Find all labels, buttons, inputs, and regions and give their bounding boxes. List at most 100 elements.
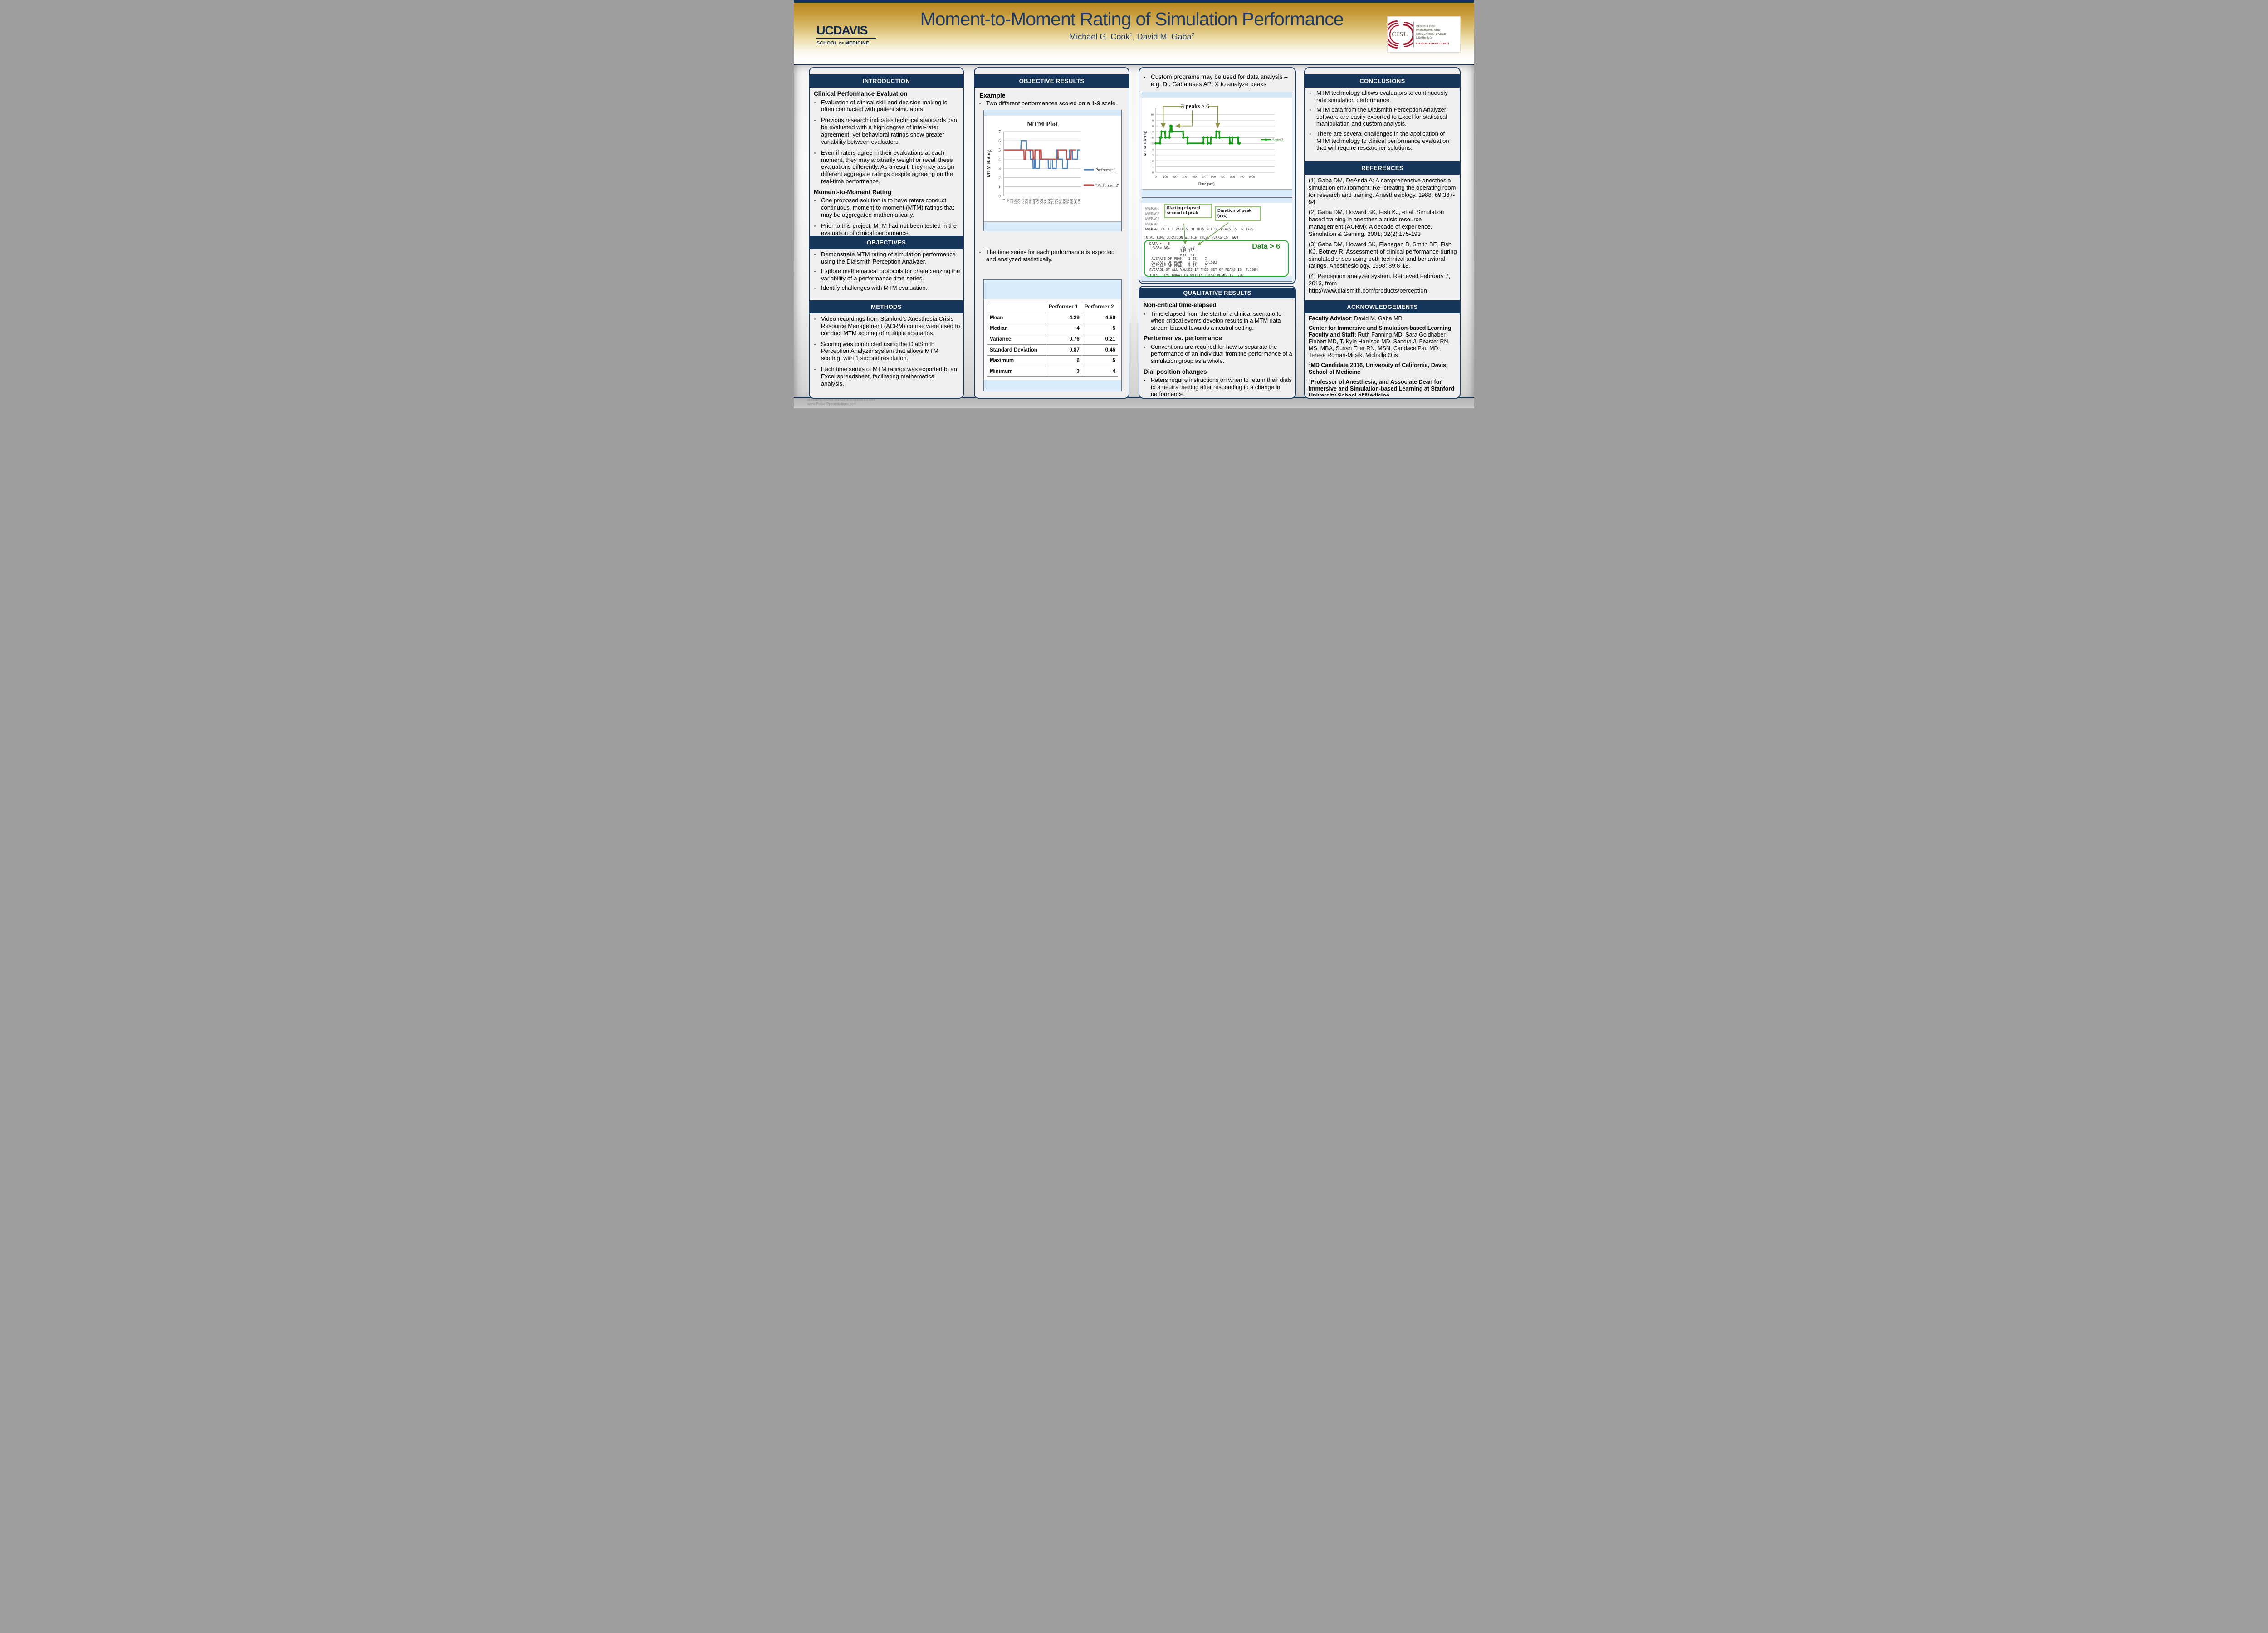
bullet-item: ▪ Each time series of MTM ratings was exp… [813, 366, 960, 387]
svg-text:Time (sec): Time (sec) [1198, 181, 1215, 186]
cisl-text: CENTER FOR IMMERSIVE AND SIMULATION-BASE… [1416, 24, 1460, 45]
bullet-text: Time elapsed from the start of a clinica… [1151, 310, 1282, 331]
references-body: (1) Gaba DM, DeAnda A: A comprehensive a… [1309, 177, 1457, 300]
svg-text:1: 1 [998, 185, 1001, 190]
ack-bold-lead: Faculty Advisor [1309, 315, 1351, 322]
poster-root: UCDAVIS SCHOOL OF MEDICINE Moment-to-Mom… [794, 0, 1474, 408]
bullet-item: ▪ The time series for each performance is… [978, 249, 1126, 263]
bullet-text: Prior to this project, MTM had not been … [821, 222, 957, 235]
bullet-square-icon: ▪ [814, 367, 816, 372]
author-1: Michael G. Cook [1069, 32, 1130, 42]
bullet-square-icon: ▪ [814, 269, 816, 274]
bullet-item: ▪ Previous research indicates technical s… [813, 117, 960, 145]
objectives-bullets: ▪ Demonstrate MTM rating of simulation pe… [813, 251, 960, 292]
affiliation-sup: 2 [1309, 378, 1311, 383]
bullet-item: ▪ Video recordings from Stanford's Anesth… [813, 315, 960, 337]
image-strip-bottom [1142, 190, 1292, 196]
svg-text:600: 600 [1211, 175, 1216, 179]
svg-text:0: 0 [998, 195, 1001, 199]
table-value-cell: 0.76 [1046, 333, 1082, 345]
table-value-cell: 0.21 [1081, 333, 1119, 345]
table-value-cell: 0.87 [1046, 344, 1082, 356]
table-row: Mean 4.29 4.69 [987, 312, 1119, 324]
aplx-obscured-line: AVERAGE [1145, 206, 1159, 210]
svg-text:606: 606 [1043, 199, 1047, 204]
aplx-average-line: AVERAGE OF ALL VALUES IN THIS SET OF PEA… [1145, 227, 1254, 231]
image-strip-top [1142, 92, 1292, 98]
bullet-square-icon: ▪ [1310, 91, 1311, 95]
cisl-center-name: CENTER FOR IMMERSIVE AND SIMULATION-BASE… [1416, 24, 1447, 40]
cisl-logo: CISL CENTER FOR IMMERSIVE AND SIMULATION… [1387, 16, 1461, 53]
svg-text:700: 700 [1221, 175, 1226, 179]
column-introduction-panel: INTRODUCTION Clinical Performance Evalua… [809, 67, 964, 399]
bullet-item: ▪ Even if raters agree in their evaluatio… [813, 149, 960, 185]
export-bullet-text: The time series for each performance is … [986, 249, 1115, 263]
svg-text:400: 400 [1192, 175, 1197, 179]
author-1-affiliation-sup: 1 [1129, 32, 1133, 38]
objectives-title: OBJECTIVES [866, 239, 906, 246]
stats-table-white-area: Performer 1 Performer 2 Mean 4.29 4.69 Median… [984, 299, 1121, 380]
callout-duration: Duration of peak (sec) [1215, 206, 1261, 221]
peaks-chart-white-area: 0 1 2 3 4 5 6 7 8 9 10 0 100 200 300 400 500 600 700 800 900… [1142, 98, 1292, 190]
conclusions-header-bar: CONCLUSIONS [1305, 74, 1460, 88]
bullet-text: Raters require instructions on when to r… [1151, 376, 1292, 396]
aplx-green-box-line: 145 139 [1149, 249, 1195, 254]
objectives-header-bar: OBJECTIVES [810, 236, 963, 249]
aplx-output-image-box: AVERAGE AVERAGE AVERAGE AVERAGE AVERAGE OF … [1142, 197, 1292, 282]
svg-text:1046: 1046 [1073, 199, 1077, 206]
qualitative-results-header-bar: QUALITATIVE RESULTS [1139, 288, 1295, 298]
svg-text:6: 6 [998, 139, 1001, 144]
aplx-obscured-line: AVERAGE [1145, 211, 1159, 216]
svg-text:1101: 1101 [1077, 199, 1081, 206]
aplx-green-box-line: AVERAGE OF ALL VALUES IN THIS SET OF PEA… [1149, 268, 1258, 272]
example-heading: Example [979, 92, 1006, 99]
ucdavis-rule [816, 38, 876, 39]
svg-text:9: 9 [1152, 119, 1154, 122]
svg-text:166: 166 [1013, 199, 1017, 204]
bullet-text: Even if raters agree in their evaluation… [821, 149, 954, 185]
conclusions-title: CONCLUSIONS [1359, 78, 1405, 84]
data-greater-6-label: Data > 6 [1252, 243, 1280, 250]
intro-heading-clinical: Clinical Performance Evaluation [814, 90, 908, 97]
authors: Michael G. Cook1, David M. Gaba2 [882, 32, 1381, 42]
svg-text:200: 200 [1173, 175, 1178, 179]
bullet-text: Scoring was conducted using the DialSmit… [821, 340, 938, 362]
ack-bold-lead: Professor of Anesthesia, and Associate D… [1309, 379, 1454, 396]
svg-text:221: 221 [1017, 199, 1021, 204]
qualitative-subheading: Non-critical time-elapsed [1144, 302, 1217, 308]
methods-body: ▪ Video recordings from Stanford's Anesth… [813, 314, 960, 396]
acknowledgement-paragraph: Center for Immersive and Simulation-base… [1309, 325, 1457, 359]
bullet-square-icon: ▪ [814, 150, 816, 155]
image-strip-top [984, 280, 1121, 299]
svg-text:MTM Rating: MTM Rating [1143, 131, 1147, 156]
objective-results-title: OBJECTIVE RESULTS [1019, 78, 1085, 84]
bullet-item: ▪ Scoring was conducted using the DialSmi… [813, 341, 960, 362]
image-strip-bottom [1142, 276, 1292, 281]
image-strip-bottom [984, 222, 1121, 231]
bullet-text: MTM data from the Dialsmith Perception A… [1316, 106, 1447, 127]
svg-text:2: 2 [998, 176, 1001, 181]
bullet-item: ▪ Explore mathematical protocols for char… [813, 268, 960, 282]
conclusions-body: ▪ MTM technology allows evaluators to con… [1309, 88, 1457, 161]
ucdavis-medicine: MEDICINE [845, 40, 869, 46]
svg-text:10: 10 [1151, 113, 1154, 117]
ack-bold-lead: MD Candidate 2016, University of Califor… [1309, 362, 1448, 376]
bullet-item: ▪ Demonstrate MTM rating of simulation pe… [813, 251, 960, 265]
table-header-cell [987, 302, 1046, 313]
table-label-cell: Standard Deviation [987, 344, 1046, 356]
svg-text:Series2: Series2 [1272, 138, 1283, 142]
bullet-text: Explore mathematical protocols for chara… [821, 268, 960, 282]
bullet-square-icon: ▪ [979, 250, 981, 254]
ack-text: : David M. Gaba MD [1351, 315, 1403, 322]
performer-stats-table: Performer 1 Performer 2 Mean 4.29 4.69 Median… [987, 302, 1119, 377]
introduction-title: INTRODUCTION [862, 78, 910, 84]
svg-text:881: 881 [1062, 199, 1066, 204]
aplx-total-line: TOTAL TIME DURATION WITHIN THESE PEAKS I… [1144, 235, 1238, 240]
acknowledgement-paragraph: Faculty Advisor: David M. Gaba MD [1309, 315, 1457, 322]
svg-text:3: 3 [998, 167, 1001, 171]
svg-text:991: 991 [1070, 199, 1074, 204]
aplx-green-box-line: DATA > 6 [1149, 242, 1170, 246]
bullet-square-icon: ▪ [979, 101, 981, 106]
table-value-cell: 4.29 [1046, 312, 1082, 324]
methods-title: METHODS [871, 303, 902, 310]
